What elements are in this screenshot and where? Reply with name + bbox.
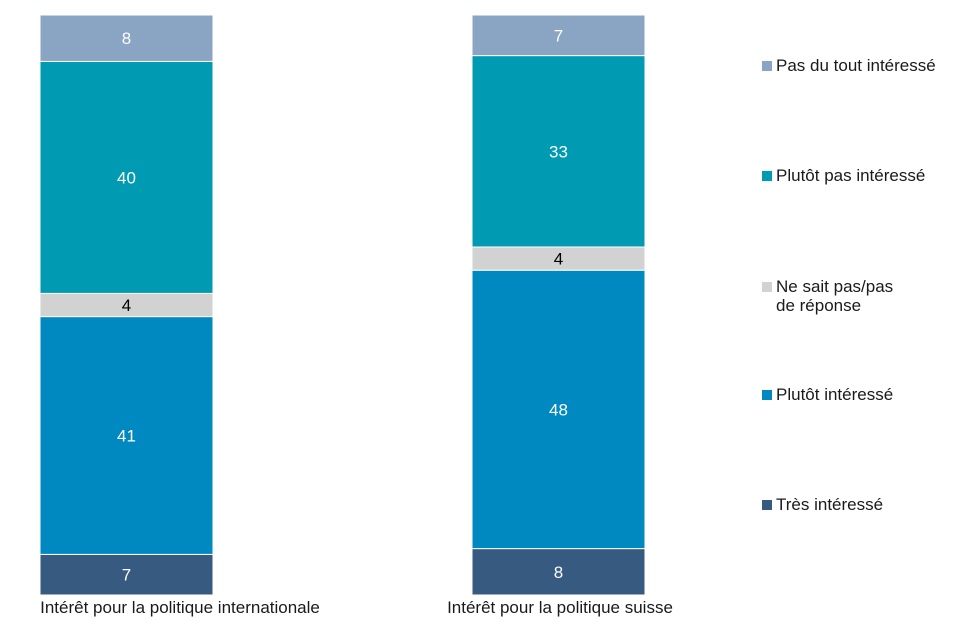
data-label-2-series-1: 8 — [554, 563, 563, 582]
legend-item-tres-interesse: Très intéressé — [762, 495, 976, 514]
legend-swatch — [762, 390, 772, 400]
legend-swatch — [762, 282, 772, 292]
bar-segment-2-series-1 — [471, 548, 646, 596]
data-label-1-series-4: 40 — [117, 168, 136, 187]
legend-swatch — [762, 500, 772, 510]
data-label-1-series-5: 8 — [122, 29, 131, 48]
data-label-2-series-3: 4 — [554, 250, 563, 269]
category-label-suisse: Intérêt pour la politique suisse — [447, 598, 673, 617]
chart-plot-area: 7 41 4 40 8 8 48 4 33 7 — [39, 14, 646, 596]
legend-swatch — [762, 61, 772, 71]
bar-segment-1-series-2 — [39, 316, 214, 555]
bar-segment-1-series-1 — [39, 553, 214, 596]
legend-item-ne-sait-pas: Ne sait pas/pas de réponse — [762, 277, 976, 315]
bar-segment-2-series-5 — [471, 14, 646, 57]
legend-label: Plutôt intéressé — [776, 385, 894, 404]
legend-label: Pas du tout intéressé — [776, 56, 936, 75]
data-label-2-series-5: 7 — [554, 26, 563, 45]
legend-item-plutot-pas-interesse: Plutôt pas intéressé — [762, 166, 976, 185]
legend-label: Très intéressé — [776, 495, 884, 514]
bar-segment-1-series-4 — [39, 60, 214, 294]
legend-label: Plutôt pas intéressé — [776, 166, 926, 185]
data-label-1-series-2: 41 — [117, 427, 136, 446]
bar-segment-1-series-5 — [39, 14, 214, 62]
data-label-2-series-2: 48 — [549, 400, 568, 419]
legend-item-pas-du-tout-interesse: Pas du tout intéressé — [762, 56, 976, 75]
data-label-1-series-3: 4 — [122, 296, 131, 315]
bar-segment-2-series-4 — [471, 55, 646, 248]
category-label-international: Intérêt pour la politique internationale — [40, 598, 320, 617]
data-label-1-series-1: 7 — [122, 566, 131, 585]
bar-segment-2-series-2 — [471, 269, 646, 550]
data-label-2-series-4: 33 — [549, 142, 568, 161]
chart-legend: Pas du tout intéressé Plutôt pas intéres… — [762, 0, 976, 628]
legend-swatch — [762, 171, 772, 181]
legend-label: Ne sait pas/pas de réponse — [776, 277, 894, 315]
legend-item-plutot-interesse: Plutôt intéressé — [762, 385, 976, 404]
